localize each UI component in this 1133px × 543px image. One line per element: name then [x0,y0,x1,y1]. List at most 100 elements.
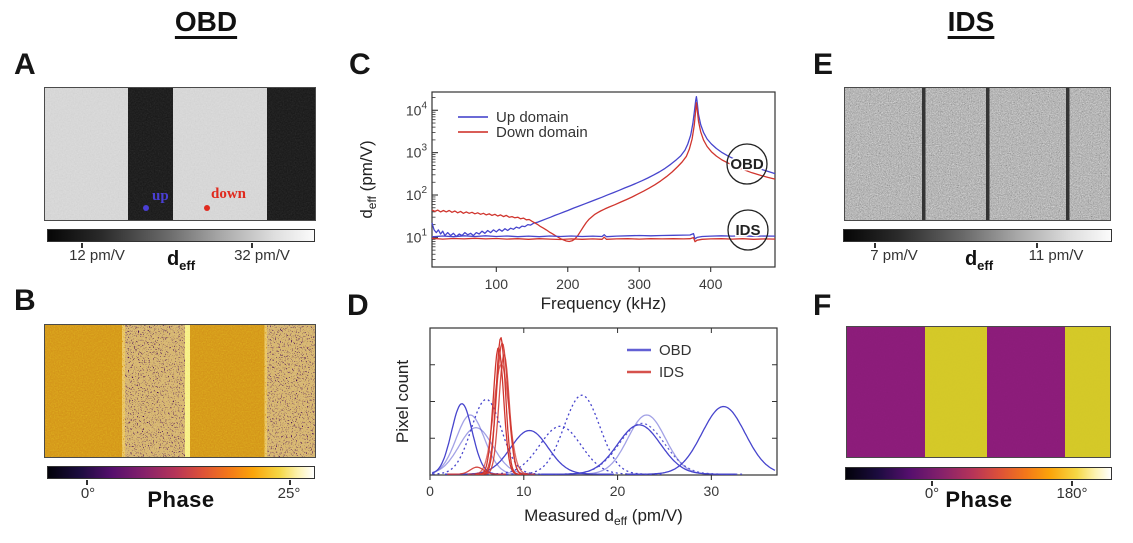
series-ids-up-domain [431,232,776,240]
panel-e-domain-wall-3 [1066,88,1070,220]
panel-e-noise-2 [845,88,1110,220]
y-axis-label: deff (pm/V) [357,140,379,218]
y-tick-exp: 4 [421,100,427,111]
series-ids-down-domain [431,236,776,243]
x-label-pre: Measured d [524,506,614,525]
annotation-label-obd: OBD [730,156,764,173]
histogram-curve-ids [479,337,522,475]
panel-b-noise [45,325,315,457]
panel-f-colorbar-tick-max [1071,481,1073,486]
panel-f-colorbar-tick-min [931,481,933,486]
panel-e-letter: E [813,48,834,81]
histogram-curve-obd [432,398,554,475]
x-label-sub: eff [614,514,628,528]
plot-frame [429,327,778,476]
panel-b-letter: B [14,284,36,317]
y-label-post: (pm/V) [357,140,376,196]
panel-a-letter: A [14,48,36,81]
panel-c-chart: 101 102 103 104 100 200 300 400 Frequency (kHz) d… [357,91,776,313]
panel-a-noise-2 [45,88,315,220]
x-tick-label: 30 [704,483,720,499]
panel-d-letter: D [347,289,369,322]
annotation-circle-ids [727,209,769,251]
x-tick-label: 200 [556,276,580,292]
panel-f-colorbar-min: 0° [924,485,940,502]
y-tick-exp: 1 [421,227,427,238]
panel-f-image [846,326,1111,458]
y-axis-label: Pixel count [393,360,412,443]
panel-f-colorbar [845,467,1112,486]
panel-a-colorbar-max: 32 pm/V [234,247,290,264]
panel-b-colorbar-tick-max [289,480,291,485]
panel-a-down-marker [204,205,210,211]
histogram-curve-ids [467,363,535,475]
panel-b-colorbar [47,466,315,485]
panel-e-colorbar-title: deff [965,248,993,273]
panel-b-colorbar-min: 0° [80,485,96,502]
panel-f-colorbar-title: Phase [945,487,1013,512]
title-obd: OBD [174,6,238,37]
annotation-label-ids: IDS [735,222,760,239]
legend-label: IDS [659,364,684,381]
panel-b-colorbar-tick-min [86,480,88,485]
deff-d: d [964,248,978,270]
x-label-post: (pm/V) [627,506,683,525]
panel-a-down-label: down [211,186,247,202]
panel-e-colorbar [843,229,1112,248]
panel-e-domain-wall-1 [922,88,926,220]
histogram-curve-obd [540,422,743,475]
y-tick-label: 103 [406,143,428,161]
panel-a-colorbar-tick-max [251,243,253,248]
panel-f-noise [847,327,1110,457]
panel-e-colorbar-min: 7 pm/V [870,247,918,264]
histogram-curve-obd [626,405,776,475]
panel-f-colorbar-max: 180° [1056,485,1088,502]
panel-e-colorbar-max: 11 pm/V [1028,247,1084,264]
series-obd-down-domain [431,102,776,243]
series-obd-up-domain [431,95,776,238]
x-tick-label: 0 [426,483,434,499]
y-label-pre: d [357,209,376,218]
y-tick-exp: 2 [421,185,427,196]
panel-e-domain-wall-2 [986,88,990,220]
panel-b-image [44,324,316,458]
x-axis-label: Measured deff (pm/V) [524,506,683,528]
panel-a-image: up down [44,87,316,221]
title-ids: IDS [947,6,995,37]
panel-a-up-marker [143,205,149,211]
panel-e-colorbar-tick-max [1036,243,1038,248]
x-tick-label: 20 [610,483,626,499]
legend-label: Up domain [496,109,569,126]
y-tick-label: 104 [406,100,428,118]
x-axis-label: Frequency (kHz) [541,294,667,313]
y-tick-label: 101 [406,227,428,245]
panel-e-colorbar-tick-min [874,243,876,248]
legend-label: OBD [659,342,692,359]
panel-b-colorbar-title: Phase [147,487,215,512]
panel-d-chart: 0 10 20 30 Measured deff (pm/V) Pixel count OB… [393,327,778,528]
panel-c-letter: C [349,48,371,81]
x-tick-label: 300 [628,276,652,292]
deff-sub: eff [179,258,196,273]
histogram-curve-obd [501,394,662,475]
histogram-curve-obd [445,429,614,475]
deff-d: d [166,248,180,270]
panel-a-colorbar [47,229,315,248]
x-tick-label: 10 [516,483,532,499]
y-tick-label: 102 [406,185,428,203]
annotation-circle-obd [726,143,768,185]
x-tick-label: 100 [485,276,509,292]
deff-sub: eff [977,258,994,273]
panel-f-letter: F [813,289,832,322]
x-tick-label: 400 [699,276,723,292]
plot-frame [431,91,776,268]
y-tick-exp: 3 [421,143,427,154]
panel-a-colorbar-title: deff [167,248,195,273]
y-label-sub: eff [365,195,379,209]
histogram-curve-ids [447,466,506,475]
panel-e-image [844,87,1111,221]
panel-a-colorbar-min: 12 pm/V [69,247,125,264]
legend-label: Down domain [496,124,588,141]
panel-a-up-label: up [152,188,169,204]
